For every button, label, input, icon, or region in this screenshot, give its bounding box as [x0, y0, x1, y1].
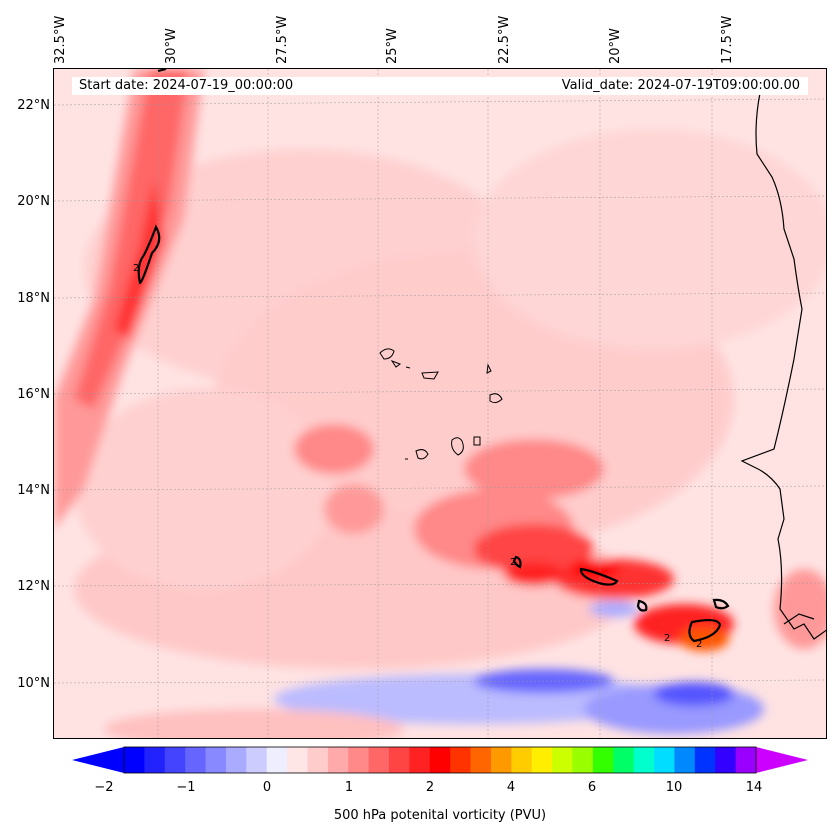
colorbar-cell	[592, 747, 614, 773]
colorbar-cell	[144, 747, 166, 773]
lat-label-20n: 20°N	[17, 194, 50, 209]
colorbar-cell	[368, 747, 390, 773]
lat-label-18n: 18°N	[17, 291, 50, 306]
lon-label-20w: 20°W	[608, 28, 623, 64]
colorbar-tick: 0	[262, 780, 272, 795]
contour-label: 2	[696, 639, 702, 650]
colorbar-cell	[307, 747, 329, 773]
colorbar-cell	[164, 747, 186, 773]
colorbar-cell	[654, 747, 675, 773]
colorbar-tick: −2	[94, 780, 114, 795]
valid-date: Valid_date: 2024-07-19T09:00:00.00	[561, 78, 800, 93]
colorbar-cell	[185, 747, 207, 773]
pv-2-contours	[137, 224, 730, 643]
colorbar-cell	[124, 747, 145, 773]
colorbar-cell	[348, 747, 370, 773]
info-bar: Start date: 2024-07-19_00:00:00 Valid_da…	[72, 77, 808, 95]
colorbar-tick: 6	[587, 780, 597, 795]
pv-field: 2 2 2 2	[54, 69, 826, 738]
colorbar-cell	[715, 747, 737, 773]
islands	[379, 348, 503, 460]
coastline	[740, 92, 826, 640]
colorbar-cell	[266, 747, 288, 773]
colorbar-cell	[205, 747, 227, 773]
colorbar-cell	[429, 747, 451, 773]
colorbar-tick: 4	[506, 780, 516, 795]
graticule	[54, 69, 826, 738]
colorbar-tick: 2	[425, 780, 435, 795]
start-date: Start date: 2024-07-19_00:00:00	[79, 78, 294, 93]
colorbar-cell	[225, 747, 247, 773]
colorbar-tick: 14	[745, 780, 763, 795]
lat-label-16n: 16°N	[17, 387, 50, 402]
lat-label-22n: 22°N	[17, 98, 50, 113]
colorbar-tick: 10	[665, 780, 683, 795]
pv-map: 2 2 2 2	[53, 68, 827, 739]
colorbar-cell	[674, 747, 696, 773]
contour-edge	[157, 69, 167, 72]
lon-label-32-5w: 32.5°W	[53, 15, 68, 64]
colorbar-under-arrow	[72, 747, 124, 773]
colorbar-cell	[531, 747, 553, 773]
contour-label: 2	[133, 263, 139, 274]
lon-label-25w: 25°W	[385, 28, 400, 64]
colorbar-cell	[552, 747, 574, 773]
lon-label-30w: 30°W	[164, 28, 179, 64]
colorbar-cell	[287, 747, 308, 773]
colorbar-cell	[613, 747, 635, 773]
colorbar-cell	[511, 747, 533, 773]
colorbar-cell	[470, 747, 492, 773]
lat-label-12n: 12°N	[17, 579, 50, 594]
colorbar	[72, 746, 808, 774]
lon-label-17-5w: 17.5°W	[720, 15, 735, 64]
colorbar-over-arrow	[756, 747, 808, 773]
lon-label-27-5w: 27.5°W	[275, 15, 290, 64]
colorbar-cell	[694, 747, 716, 773]
colorbar-cell	[389, 747, 410, 773]
lat-label-10n: 10°N	[17, 676, 50, 691]
contour-label: 2	[664, 633, 670, 644]
colorbar-cell	[246, 747, 268, 773]
colorbar-cell	[327, 747, 349, 773]
colorbar-label: 500 hPa potenital vorticity (PVU)	[333, 808, 547, 823]
colorbar-cell	[490, 747, 512, 773]
contour-label: 2	[510, 557, 516, 568]
colorbar-cell	[572, 747, 594, 773]
colorbar-tick: 1	[344, 780, 354, 795]
colorbar-cell	[633, 747, 655, 773]
lat-label-14n: 14°N	[17, 483, 50, 498]
colorbar-tick: −1	[176, 780, 196, 795]
lon-label-22-5w: 22.5°W	[497, 15, 512, 64]
colorbar-cell	[450, 747, 472, 773]
colorbar-cell	[409, 747, 431, 773]
colorbar-cell	[735, 747, 757, 773]
